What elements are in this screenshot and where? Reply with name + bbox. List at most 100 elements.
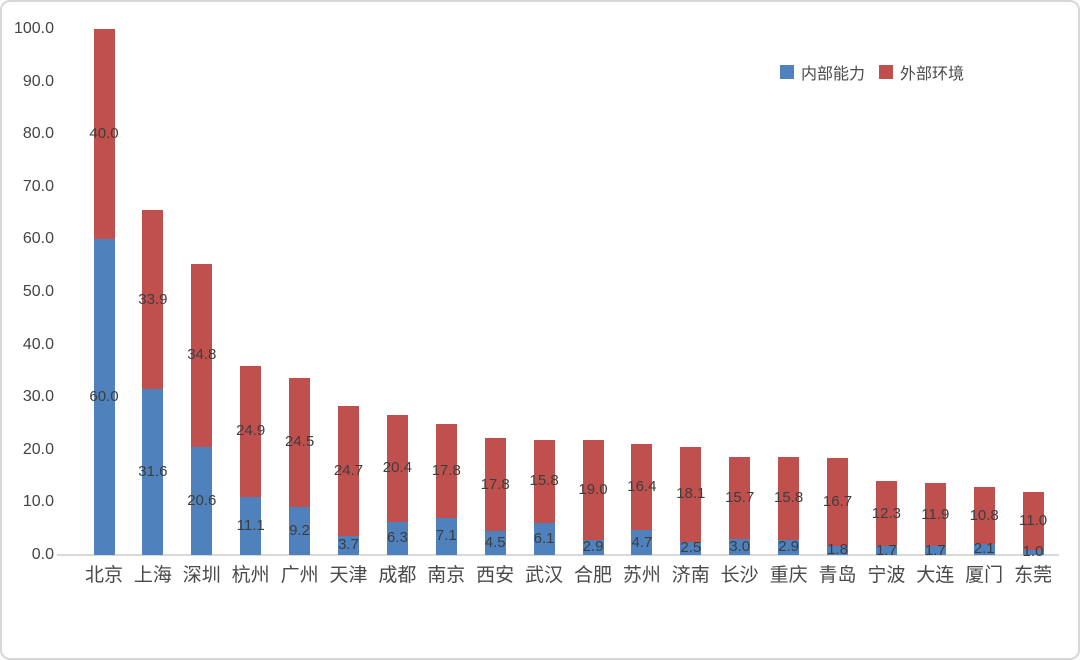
- value-label-internal: 2.9: [582, 538, 604, 556]
- bar-segment-internal: [1022, 549, 1044, 555]
- value-label-internal: 3.0: [729, 538, 751, 556]
- bar-segment-internal: [631, 530, 653, 555]
- y-tick-label: 0.0: [31, 546, 54, 563]
- value-label-internal: 6.3: [386, 529, 408, 547]
- bar-segment-internal: [435, 517, 457, 555]
- y-tick-label: 30.0: [22, 388, 54, 406]
- bar-segment-internal: [533, 522, 555, 555]
- value-label-internal: 20.6: [187, 491, 217, 509]
- y-tick-label: 80.0: [22, 125, 54, 143]
- x-tick-label: 南京: [427, 565, 466, 586]
- value-label-external: 11.0: [1019, 511, 1048, 529]
- x-tick-label: 杭州: [231, 565, 270, 586]
- bar-segment-external: [289, 377, 311, 507]
- value-label-internal: 2.1: [973, 540, 995, 558]
- bar-segment-external: [93, 29, 115, 240]
- value-label-external: 16.4: [627, 478, 657, 496]
- value-label-internal: 7.1: [435, 527, 457, 545]
- legend: 内部能力 外部环境: [780, 60, 964, 84]
- bar-segment-internal: [778, 539, 800, 555]
- bar-segment-external: [827, 457, 848, 546]
- bar-segment-internal: [142, 388, 164, 555]
- bar-segment-external: [142, 210, 164, 389]
- value-label-internal: 9.2: [289, 521, 311, 539]
- value-label-internal: 6.1: [533, 529, 555, 547]
- y-tick-label: 20.0: [22, 440, 54, 458]
- bar-segment-external: [680, 446, 702, 542]
- bar-segment-external: [386, 414, 408, 522]
- bar-segment-external: [924, 483, 946, 547]
- bar-segment-internal: [729, 539, 751, 555]
- x-tick-label: 宁波: [867, 565, 906, 586]
- bar-segment-external: [533, 439, 555, 523]
- legend-label: 内部能力: [801, 66, 866, 83]
- value-label-internal: 1.8: [827, 541, 848, 559]
- bar-segment-internal: [582, 539, 604, 555]
- legend-item: 外部环境: [879, 60, 964, 84]
- x-tick-label: 济南: [671, 565, 710, 586]
- legend-item: 内部能力: [780, 60, 865, 84]
- value-label-external: 16.7: [822, 492, 853, 510]
- bar-segment-external: [875, 481, 897, 547]
- x-tick-label: 合肥: [573, 565, 612, 586]
- value-label-internal: 1.7: [875, 541, 897, 559]
- value-label-external: 33.9: [138, 290, 168, 308]
- value-label-external: 19.0: [578, 480, 608, 498]
- bar-segment-internal: [827, 545, 848, 555]
- bar-segment-internal: [289, 506, 311, 555]
- value-label-external: 24.5: [284, 433, 315, 451]
- bar-segment-external: [484, 437, 506, 532]
- bar-segment-external: [435, 424, 457, 518]
- bar-segment-external: [338, 405, 359, 536]
- bar-segment-internal: [93, 239, 115, 555]
- bar-segment-external: [240, 365, 262, 497]
- value-label-external: 15.7: [725, 488, 755, 506]
- x-tick-label: 东莞: [1014, 565, 1053, 586]
- x-tick-label: 武汉: [525, 565, 564, 586]
- y-tick-label: 70.0: [22, 177, 54, 195]
- bar-segment-external: [191, 263, 213, 447]
- x-axis-line: [57, 554, 1059, 556]
- legend-label: 外部环境: [900, 66, 965, 83]
- value-label-internal: 2.9: [778, 538, 800, 556]
- value-label-external: 20.4: [382, 459, 412, 477]
- y-tick-label: 50.0: [22, 283, 54, 300]
- bar-segment-external: [778, 456, 800, 540]
- value-label-external: 11.9: [921, 505, 950, 523]
- value-label-external: 40.0: [89, 125, 119, 143]
- value-label-internal: 1.7: [924, 541, 946, 559]
- value-label-external: 12.3: [871, 504, 901, 522]
- value-label-external: 24.9: [236, 422, 266, 440]
- bar-segment-external: [582, 439, 604, 540]
- x-tick-label: 深圳: [182, 565, 221, 586]
- value-label-internal: 31.6: [138, 462, 168, 480]
- value-label-external: 15.8: [773, 489, 804, 507]
- value-label-external: 17.8: [480, 475, 510, 493]
- y-tick-label: 90.0: [22, 72, 54, 90]
- x-tick-label: 广州: [280, 565, 319, 586]
- bar-segment-external: [973, 487, 995, 544]
- value-label-external: 18.1: [676, 485, 706, 503]
- x-tick-label: 重庆: [769, 565, 808, 586]
- bar-segment-external: [1022, 491, 1044, 550]
- x-tick-label: 青岛: [818, 565, 857, 586]
- y-tick-label: 60.0: [22, 230, 54, 248]
- value-label-internal: 60.0: [89, 388, 119, 406]
- value-label-external: 15.8: [529, 472, 559, 490]
- bar-segment-internal: [924, 546, 946, 555]
- value-label-internal: 4.7: [631, 533, 653, 551]
- y-tick-label: 10.0: [22, 493, 54, 511]
- bar-segment-external: [631, 444, 653, 531]
- value-label-internal: 3.7: [338, 536, 359, 554]
- x-tick-label: 长沙: [720, 565, 759, 586]
- x-tick-label: 大连: [916, 565, 955, 586]
- x-tick-label: 苏州: [622, 565, 661, 586]
- value-label-internal: 11.1: [236, 516, 265, 534]
- bar-segment-internal: [680, 541, 702, 555]
- bar-segment-external: [729, 456, 751, 540]
- bar-segment-internal: [240, 496, 262, 555]
- bar-segment-internal: [875, 546, 897, 555]
- y-tick-label: 40.0: [22, 335, 54, 353]
